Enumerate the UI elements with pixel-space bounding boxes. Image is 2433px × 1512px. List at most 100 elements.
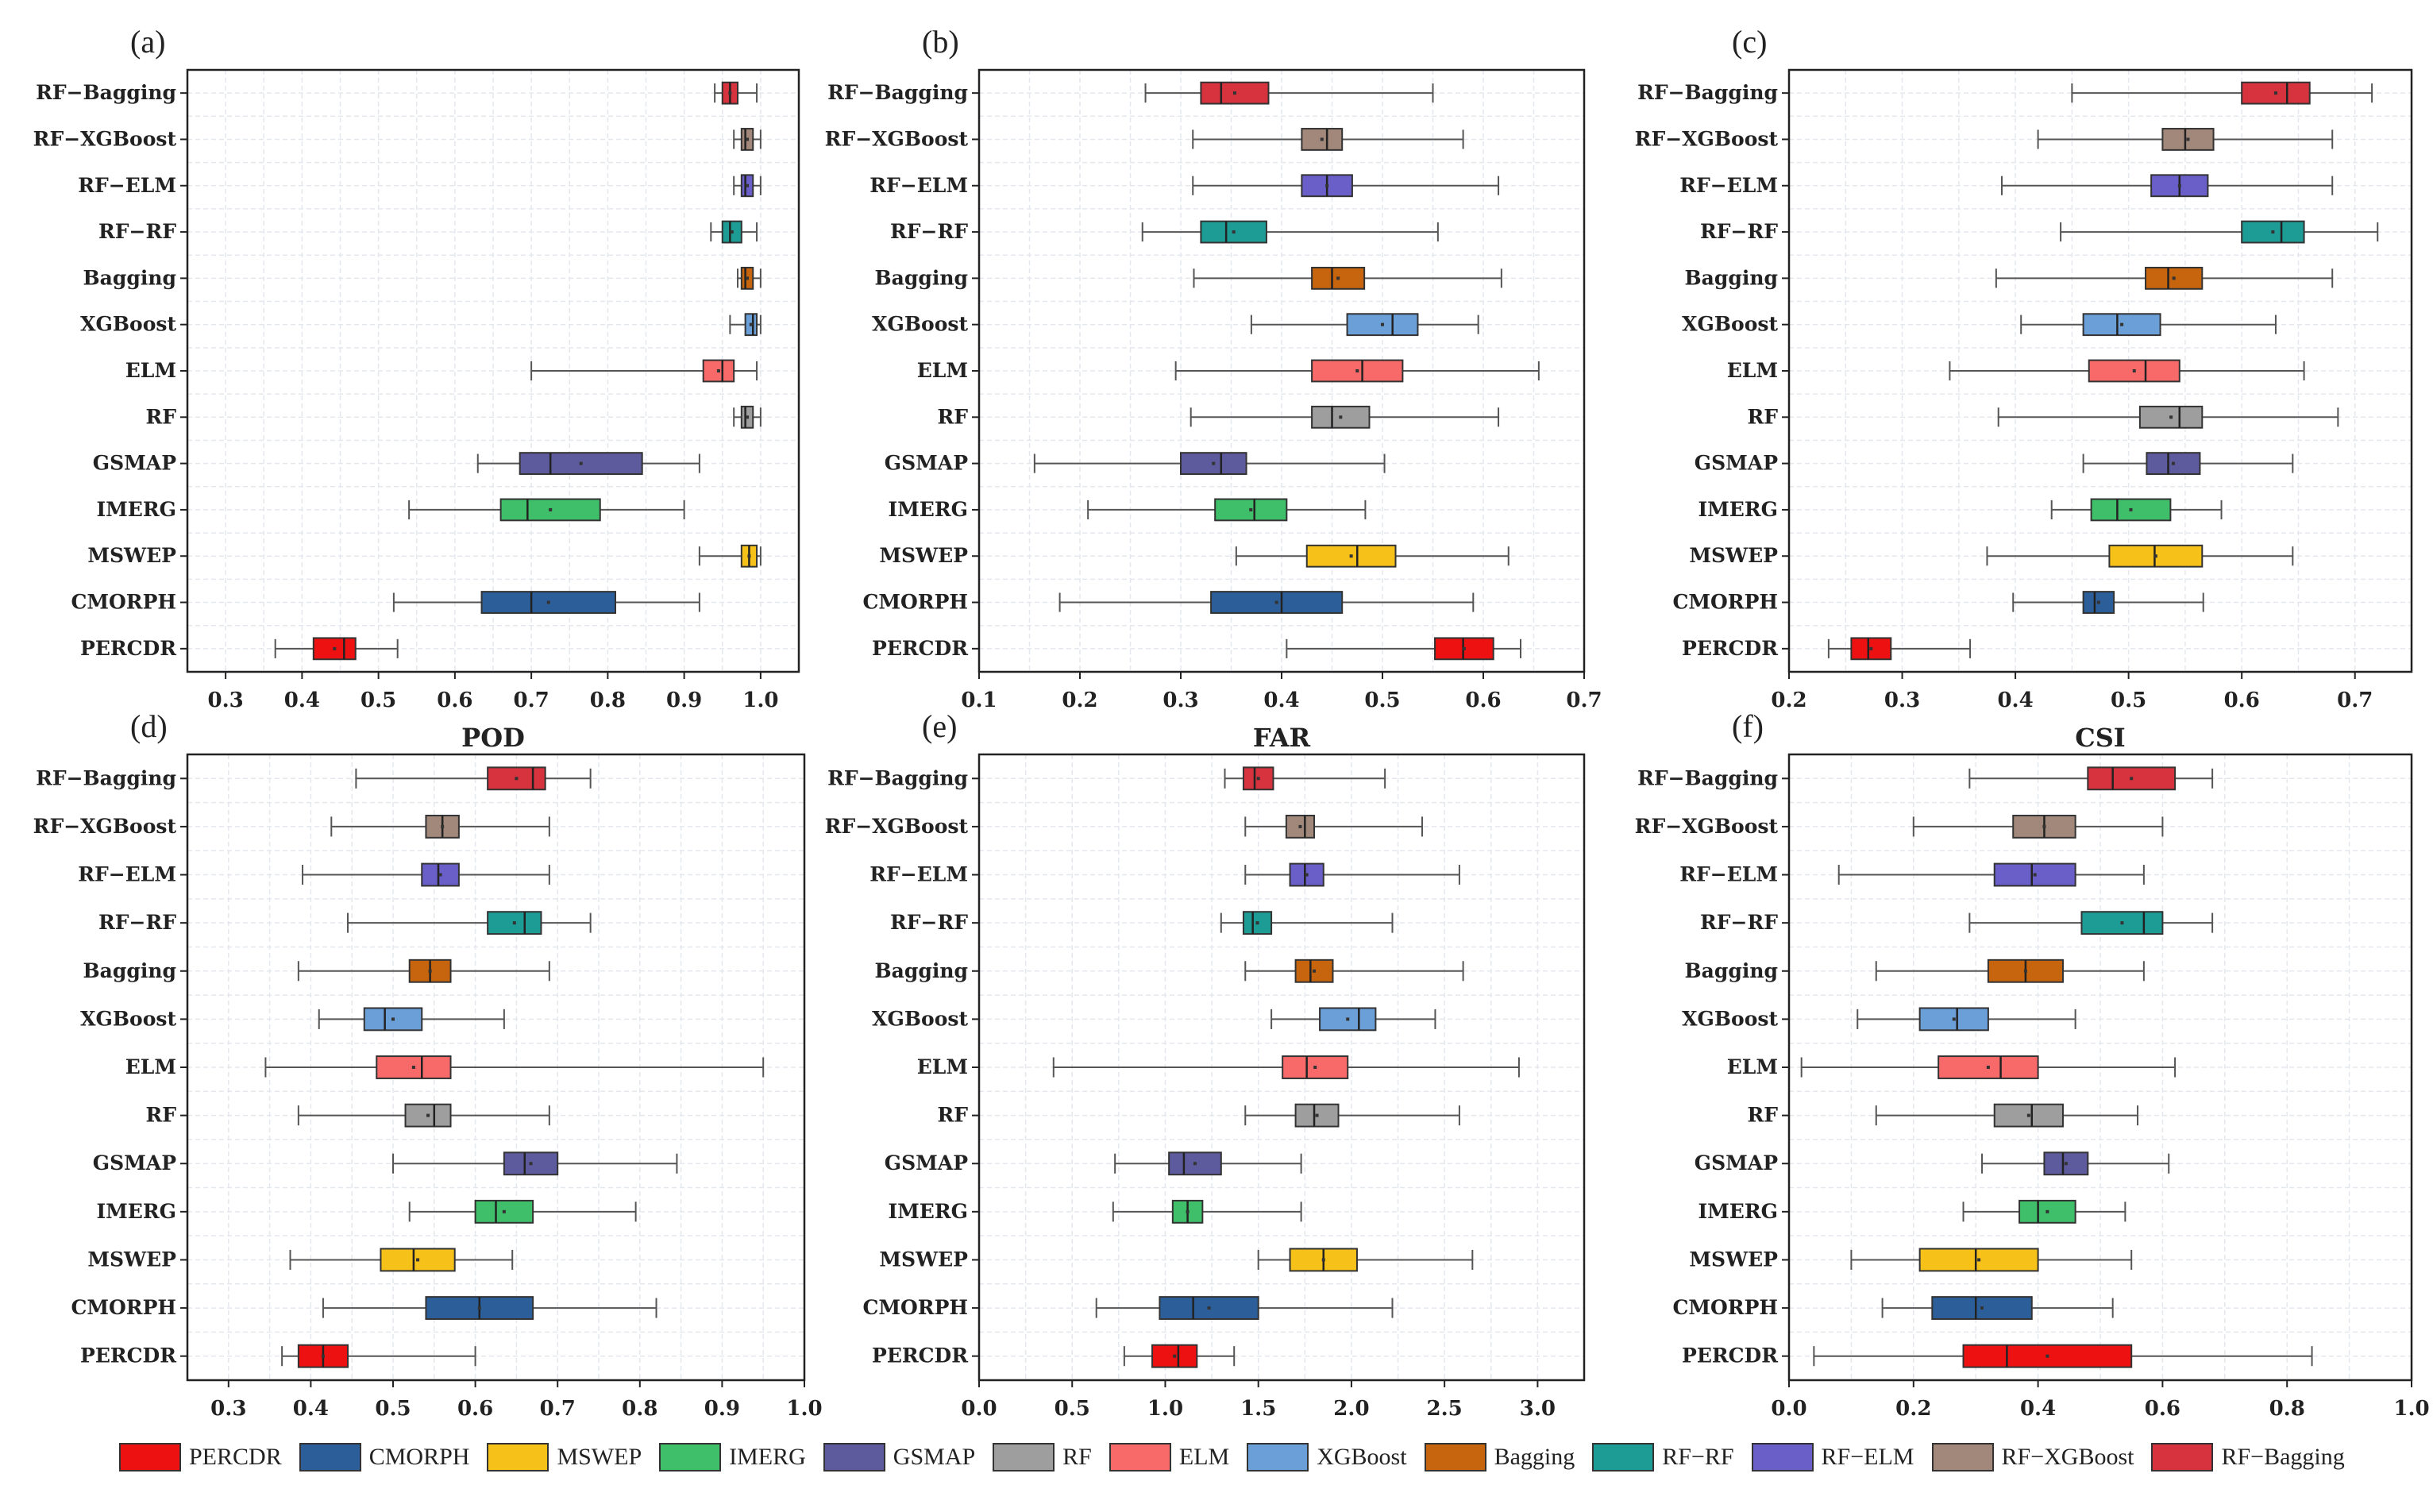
- box-iqr: [1850, 637, 1892, 661]
- box-mean-marker: [716, 369, 720, 372]
- x-tick-label: 0.7: [540, 1397, 576, 1421]
- legend-label: RF: [1062, 1444, 1092, 1470]
- legend-label: RF−RF: [1662, 1444, 1734, 1470]
- legend-swatch: [119, 1443, 181, 1472]
- box-rf: [733, 405, 762, 429]
- box-mean-marker: [1313, 1066, 1317, 1069]
- box-mean-marker: [477, 1306, 481, 1310]
- y-tick-label: RF−Bagging: [1637, 81, 1778, 104]
- x-tick-label: 0.5: [361, 688, 396, 712]
- box-rf-rf: [2060, 220, 2379, 244]
- box-elm: [1949, 359, 2305, 383]
- panel-c: RF−Bagging RF−XGBoost RF−ELM RF−RF Bagging XG…: [1635, 24, 2413, 753]
- y-tick-label: RF−ELM: [78, 174, 176, 197]
- box-xgboost: [1250, 313, 1479, 337]
- y-tick-label: RF: [1747, 1104, 1778, 1127]
- x-tick-label: 0.8: [590, 688, 626, 712]
- box-rf-xgboost: [1244, 814, 1424, 839]
- panel-label: (a): [130, 24, 165, 60]
- panel-label: (c): [1732, 24, 1767, 60]
- y-tick-label: MSWEP: [879, 1248, 968, 1271]
- box-rf: [1244, 1103, 1460, 1128]
- box-rf-bagging: [1224, 766, 1386, 791]
- y-tick-label: RF−Bagging: [36, 766, 176, 789]
- y-tick-label: RF−XGBoost: [1635, 815, 1779, 838]
- box-rf-rf: [1141, 220, 1439, 244]
- y-tick-label: XGBoost: [1682, 1007, 1778, 1030]
- box-mean-marker: [1980, 1306, 1984, 1310]
- legend-label: IMERG: [729, 1444, 806, 1470]
- box-xgboost: [2020, 313, 2277, 337]
- box-mean-marker: [2023, 969, 2027, 973]
- x-axis-label: FAR: [1253, 723, 1311, 753]
- box-mean-marker: [1274, 600, 1278, 604]
- box-mean-marker: [416, 1258, 420, 1262]
- x-tick-label: 0.5: [1055, 1397, 1090, 1421]
- x-tick-label: 0.6: [2145, 1397, 2180, 1421]
- y-tick-label: RF: [1747, 405, 1778, 428]
- y-tick-label: ELM: [125, 1055, 176, 1078]
- box-rf-bagging: [355, 766, 592, 791]
- y-tick-label: PERCDR: [1682, 637, 1778, 660]
- legend-swatch: [823, 1443, 885, 1472]
- panel-f: RF−Bagging RF−XGBoost RF−ELM RF−RF Bagging XG…: [1635, 708, 2430, 1461]
- box-gsmap: [392, 1151, 678, 1176]
- panel-e: RF−Bagging RF−XGBoost RF−ELM RF−RF Bagging XG…: [825, 708, 1586, 1461]
- y-tick-label: Bagging: [83, 266, 176, 289]
- y-tick-label: RF−Bagging: [827, 766, 968, 789]
- box-mean-marker: [2042, 824, 2046, 828]
- y-tick-label: Bagging: [875, 959, 968, 982]
- box-mean-marker: [2026, 1113, 2030, 1117]
- box-mean-marker: [747, 554, 751, 558]
- box-rf: [1190, 405, 1500, 429]
- y-tick-label: IMERG: [1698, 1200, 1778, 1223]
- box-rf-rf: [1220, 911, 1394, 935]
- x-tick-label: 1.0: [786, 1397, 822, 1421]
- y-tick-label: RF−ELM: [78, 863, 176, 886]
- box-elm: [264, 1055, 765, 1079]
- box-mean-marker: [502, 1209, 506, 1213]
- box-rf-bagging: [714, 81, 758, 105]
- y-tick-label: IMERG: [96, 1200, 176, 1223]
- y-tick-label: RF−XGBoost: [825, 815, 969, 838]
- box-mean-marker: [1977, 1258, 1981, 1262]
- y-tick-label: MSWEP: [87, 544, 176, 567]
- legend-swatch: [2151, 1443, 2214, 1472]
- box-rf-bagging: [1144, 81, 1434, 105]
- x-tick-label: 0.7: [514, 688, 549, 712]
- y-tick-label: RF: [937, 405, 968, 428]
- x-tick-label: 2.5: [1427, 1397, 1463, 1421]
- legend-label: PERCDR: [189, 1444, 282, 1470]
- box-mean-marker: [1207, 1306, 1211, 1310]
- box-imerg: [1962, 1199, 2126, 1224]
- box-mean-marker: [728, 91, 732, 95]
- box-bagging: [297, 958, 550, 983]
- box-rf-rf: [347, 911, 592, 935]
- y-tick-label: RF−XGBoost: [1635, 127, 1779, 150]
- y-tick-label: RF−RF: [890, 911, 968, 934]
- y-tick-label: IMERG: [96, 498, 176, 521]
- panel-d: RF−Bagging RF−XGBoost RF−ELM RF−RF Bagging XG…: [33, 708, 823, 1461]
- box-cmorph: [2012, 591, 2204, 614]
- x-tick-label: 1.0: [742, 688, 778, 712]
- box-mean-marker: [749, 322, 753, 326]
- box-elm: [1800, 1055, 2177, 1079]
- y-tick-label: RF−Bagging: [827, 81, 968, 104]
- x-tick-label: 0.6: [457, 1397, 493, 1421]
- box-imerg: [2050, 498, 2223, 522]
- box-imerg: [408, 1199, 637, 1224]
- x-tick-label: 0.2: [1771, 688, 1806, 712]
- legend-label: MSWEP: [557, 1444, 642, 1470]
- box-gsmap: [2082, 452, 2294, 476]
- panel-label: (e): [922, 708, 957, 744]
- box-mean-marker: [438, 873, 442, 877]
- legend-label: GSMAP: [893, 1444, 976, 1470]
- box-imerg: [1087, 498, 1367, 522]
- box-mean-marker: [1173, 1354, 1177, 1358]
- x-tick-label: 0.3: [208, 688, 244, 712]
- x-tick-label: 1.0: [2393, 1397, 2429, 1421]
- box-mean-marker: [1349, 554, 1353, 558]
- legend-swatch: [1247, 1443, 1309, 1472]
- x-axis-label: CSI: [2075, 723, 2126, 753]
- box-mean-marker: [1193, 1162, 1197, 1166]
